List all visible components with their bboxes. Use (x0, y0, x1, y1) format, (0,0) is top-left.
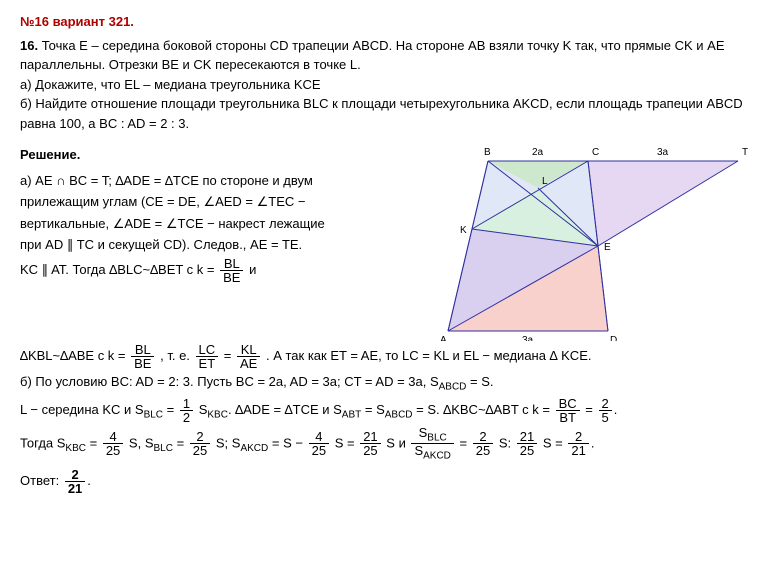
sol-b3-m8: = (460, 435, 468, 450)
svg-text:D: D (610, 335, 617, 341)
sol-a1: а) AE ∩ BC = T; ∆ADE = ∆TCE по стороне и… (20, 171, 400, 191)
sol-a3: вертикальные, ∠ADE = ∠TCE − накрест лежа… (20, 214, 400, 234)
page-title: №16 вариант 321. (20, 12, 748, 32)
sol-a4: при AD ∥ TC и секущей CD). Следов., AE =… (20, 235, 400, 255)
frac-2-21-1: 221 (568, 430, 588, 457)
svg-text:B: B (484, 147, 491, 158)
sol-a6: ∆KBL~∆ABE с k = BLBE , т. е. LCET = KLAE… (20, 343, 748, 370)
sol-b2-s4: ABCD (385, 409, 413, 420)
sol-b3-m4: S; S (216, 435, 241, 450)
frac-sblc-d: SAKCD (414, 443, 450, 458)
sol-b2-m5: = S. ∆KBC~∆ABT с k = (413, 402, 550, 417)
sol-b2-m3: . ∆ADE = ∆TCE и S (228, 402, 342, 417)
sol-b3-s1: KBC (65, 443, 86, 454)
frac-kl-ae: KLAE (237, 343, 260, 370)
sol-b2-pre: L − середина KC и S (20, 402, 144, 417)
svg-text:3a: 3a (522, 335, 534, 341)
sol-b2-s2: KBC (207, 409, 228, 420)
svg-text:3a: 3a (657, 147, 669, 158)
sol-a6-mid2: = (224, 348, 232, 363)
svg-text:K: K (460, 225, 467, 236)
frac-4-25-2: 425 (309, 430, 329, 457)
frac-lc-et: LCET (196, 343, 219, 370)
frac-half: 12 (180, 397, 193, 424)
frac-bc-bt: BCBT (556, 397, 580, 424)
problem-statement: 16. Точка E – середина боковой стороны C… (20, 36, 748, 134)
sol-a6-mid1: , т. е. (160, 348, 190, 363)
sol-b1: б) По условию BC: AD = 2: 3. Пусть BC = … (20, 372, 748, 395)
frac-bl-be-1: BLBE (220, 257, 243, 284)
sol-a6-post: . А так как ET = AE, то LC = KL и EL − м… (266, 348, 592, 363)
sol-b3-end: . (591, 435, 595, 450)
sol-b2-end: . (614, 402, 618, 417)
frac-2-5: 25 (599, 397, 612, 424)
frac-2-25-2: 225 (473, 430, 493, 457)
svg-text:C: C (592, 147, 599, 158)
frac-21-25-2: 2125 (517, 430, 537, 457)
geometry-diagram: A D B C T E K L 2a 3a 3a (408, 141, 748, 341)
sol-a5: KC ∥ AT. Тогда ∆BLC~∆BET с k = BLBE и (20, 257, 400, 284)
sol-b1-pre: б) По условию BC: AD = 2: 3. Пусть BC = … (20, 374, 439, 389)
sol-b3-s2: BLC (154, 443, 173, 454)
sol-b3: Тогда SKBC = 425 S, SBLC = 225 S; SAKCD … (20, 426, 748, 462)
sol-b3-m3: = (173, 435, 184, 450)
svg-text:E: E (604, 242, 611, 253)
frac-2-25-1: 225 (190, 430, 210, 457)
svg-text:T: T (742, 147, 748, 158)
frac-4-25-1: 425 (103, 430, 123, 457)
sol-b2-m6: = (585, 402, 593, 417)
diagram-column: A D B C T E K L 2a 3a 3a (408, 141, 748, 341)
sol-a5-pre: KC ∥ AT. Тогда ∆BLC~∆BET с k = (20, 261, 215, 276)
sol-b3-m5: = S − (268, 435, 303, 450)
frac-sblc-sakcd: SBLC SAKCD (411, 426, 453, 462)
problem-text-1: Точка E – середина боковой стороны CD тр… (20, 38, 725, 73)
sol-a6-pre: ∆KBL~∆ABE с k = (20, 348, 126, 363)
sol-b2-s3: ABT (342, 409, 361, 420)
sol-b2-m4: = S (361, 402, 385, 417)
sol-b3-m1: = (86, 435, 97, 450)
solution-label: Решение. (20, 145, 400, 165)
problem-text-3: б) Найдите отношение площади треугольник… (20, 96, 743, 131)
frac-21-25-1: 2125 (360, 430, 380, 457)
sol-b2-s1: BLC (144, 409, 163, 420)
sol-b3-s3: AKCD (240, 443, 268, 454)
problem-number: 16. (20, 38, 38, 53)
frac-answer: 221 (65, 468, 85, 495)
sol-b2-m1: = (163, 402, 174, 417)
sol-b1-post: = S. (466, 374, 493, 389)
svg-text:A: A (440, 335, 447, 341)
sol-b3-pre: Тогда S (20, 435, 65, 450)
sol-b3-m6: S = (335, 435, 355, 450)
answer-line: Ответ: 221. (20, 468, 748, 495)
solution-column: Решение. а) AE ∩ BC = T; ∆ADE = ∆TCE по … (20, 141, 400, 341)
sol-b1-sub: ABCD (439, 382, 467, 393)
answer-label: Ответ: (20, 473, 59, 488)
sol-a5-post: и (249, 261, 256, 276)
frac-bl-be-2: BLBE (131, 343, 154, 370)
svg-text:L: L (542, 176, 548, 187)
problem-text-2: а) Докажите, что EL – медиана треугольни… (20, 77, 321, 92)
sol-a2: прилежащим углам (CE = DE, ∠AED = ∠TEC − (20, 192, 400, 212)
sol-b2: L − середина KC и SBLC = 12 SKBC. ∆ADE =… (20, 397, 748, 424)
frac-sblc-n: SBLC (419, 425, 447, 440)
sol-b3-m10: S = (543, 435, 563, 450)
sol-b3-m2: S, S (129, 435, 154, 450)
sol-b3-m9: S: (499, 435, 511, 450)
svg-text:2a: 2a (532, 147, 544, 158)
sol-b3-m7: S и (386, 435, 406, 450)
